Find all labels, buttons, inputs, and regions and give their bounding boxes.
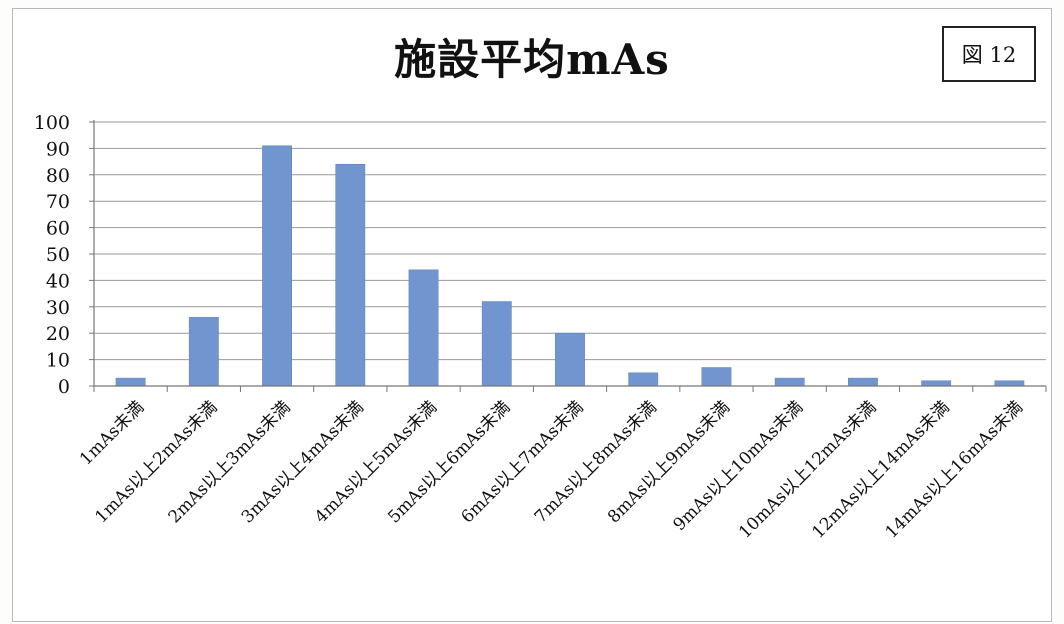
bar (188, 317, 219, 387)
y-tick-label: 70 (46, 191, 70, 213)
y-tick-label: 0 (58, 376, 70, 398)
y-tick-label: 20 (46, 323, 70, 345)
x-category-label: 3mAs以上4mAs未満 (238, 397, 368, 527)
bar (335, 163, 366, 387)
y-tick-label: 30 (46, 297, 70, 319)
x-category-label: 4mAs以上5mAs未満 (311, 397, 441, 527)
bar (408, 269, 439, 387)
y-tick-label: 100 (34, 112, 70, 134)
bar (994, 380, 1025, 387)
y-tick-label: 50 (46, 244, 70, 266)
x-category-label: 6mAs以上7mAs未満 (458, 397, 588, 527)
bar (481, 301, 512, 387)
x-category-label: 14mAs以上16mAs未満 (882, 397, 1027, 542)
x-category-label: 9mAs以上10mAs未満 (670, 397, 808, 535)
x-category-label: 8mAs以上9mAs未満 (604, 397, 734, 527)
bar (115, 377, 146, 387)
x-category-label: 1mAs未満 (76, 397, 148, 469)
bar (848, 377, 878, 387)
y-tick-label: 90 (46, 138, 70, 160)
chart-frame (12, 8, 1052, 622)
x-category-label: 7mAs以上8mAs未満 (531, 397, 661, 527)
y-tick-label: 80 (46, 165, 70, 187)
x-category-label: 1mAs以上2mAs未満 (91, 397, 221, 527)
gridlines (94, 121, 1046, 361)
bar (262, 145, 292, 387)
y-tick-label: 60 (46, 218, 70, 240)
x-axis-labels: 1mAs未満1mAs以上2mAs未満2mAs以上3mAs未満3mAs以上4mAs… (76, 397, 1027, 542)
bars (115, 145, 1025, 387)
bar (921, 380, 952, 387)
bar (628, 372, 659, 387)
bar (774, 377, 805, 387)
x-category-label: 2mAs以上3mAs未満 (165, 397, 295, 527)
x-category-label: 12mAs以上14mAs未満 (808, 397, 953, 542)
x-category-label: 5mAs以上6mAs未満 (384, 397, 514, 527)
bar (555, 332, 585, 387)
axes (93, 120, 1047, 392)
bar (701, 367, 732, 387)
y-tick-label: 10 (46, 350, 70, 372)
x-category-label: 10mAs以上12mAs未満 (735, 397, 880, 542)
chart-title: 施設平均mAs (394, 35, 670, 84)
y-axis-ticks: 0 10 20 30 40 50 60 70 80 90 100 (34, 112, 94, 398)
y-tick-label: 40 (46, 270, 70, 292)
figure-number-badge: 図 12 (942, 26, 1036, 82)
